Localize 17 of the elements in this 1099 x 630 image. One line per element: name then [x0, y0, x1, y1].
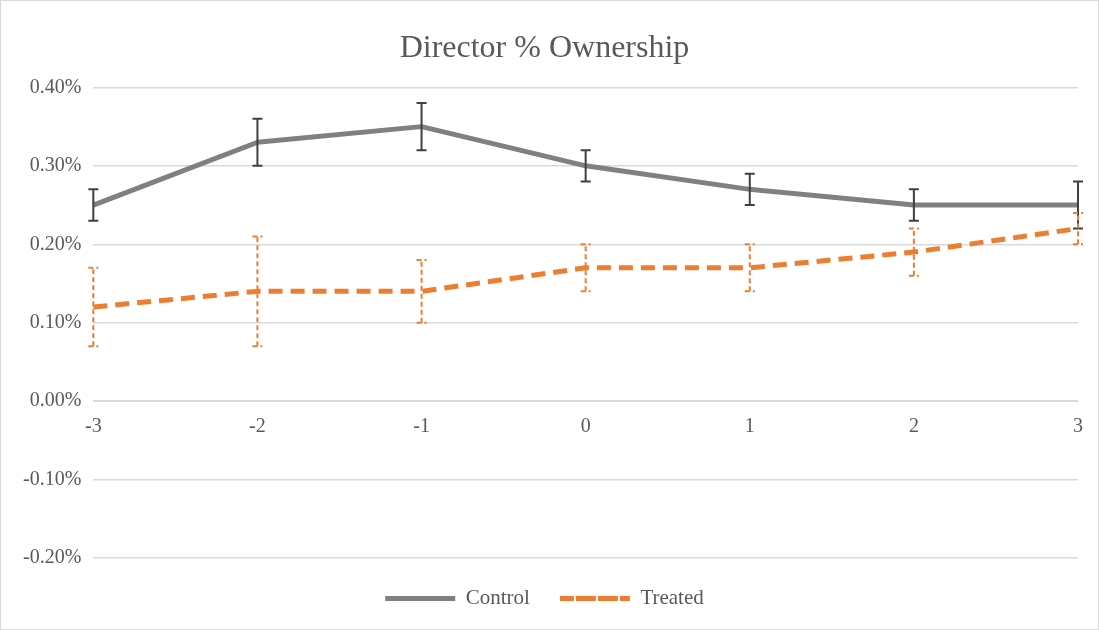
x-tick-label: -1 — [413, 414, 430, 437]
x-tick-label: 3 — [1073, 414, 1083, 437]
y-tick-label: 0.40% — [29, 74, 82, 97]
legend-label: Treated — [640, 585, 705, 610]
x-tick-label: 2 — [908, 414, 919, 437]
x-tick-label: 0 — [580, 414, 591, 437]
legend-label: Control — [465, 585, 531, 610]
y-tick-label: 0.00% — [29, 388, 82, 411]
y-tick-label: 0.30% — [29, 153, 82, 176]
x-tick-label: -2 — [249, 414, 266, 437]
y-tick-label: 0.10% — [29, 309, 82, 332]
chart-title: Director % Ownership — [399, 27, 690, 64]
y-tick-label: -0.20% — [22, 545, 82, 568]
x-tick-label: -3 — [84, 414, 102, 437]
x-tick-label: 1 — [744, 414, 755, 437]
y-tick-label: -0.10% — [22, 466, 82, 489]
y-tick-label: 0.20% — [29, 231, 82, 254]
